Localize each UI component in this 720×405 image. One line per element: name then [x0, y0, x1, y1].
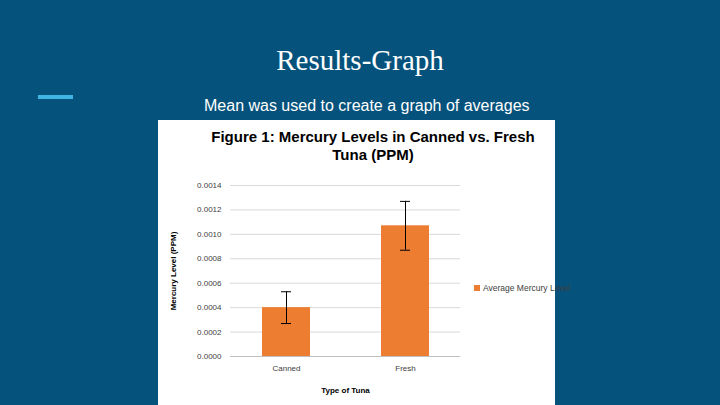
svg-text:Canned: Canned: [272, 364, 300, 373]
svg-text:Type of Tuna: Type of Tuna: [321, 386, 370, 395]
svg-text:0.0010: 0.0010: [197, 230, 222, 239]
html-text:Mean was used to create a grap: Mean was used to create a graph of avera…: [204, 97, 530, 114]
svg-text:0.0004: 0.0004: [197, 303, 222, 312]
svg-text:Mercury Level (PPM): Mercury Level (PPM): [169, 231, 178, 310]
svg-text:0.0012: 0.0012: [197, 205, 222, 214]
html-text:Average Mercury Level: Average Mercury Level: [483, 283, 571, 293]
svg-text:0.0014: 0.0014: [197, 181, 222, 190]
html-text:Results-Graph: Results-Graph: [276, 44, 444, 76]
svg-text:0.0002: 0.0002: [197, 328, 222, 337]
svg-text:0.0008: 0.0008: [197, 254, 222, 263]
svg-text:Fresh: Fresh: [395, 364, 415, 373]
html-text:Figure 1: Mercury Levels in Ca: Figure 1: Mercury Levels in Canned vs. F…: [211, 128, 535, 163]
svg-text:0.0006: 0.0006: [197, 279, 222, 288]
svg-text:0.0000: 0.0000: [197, 352, 222, 361]
